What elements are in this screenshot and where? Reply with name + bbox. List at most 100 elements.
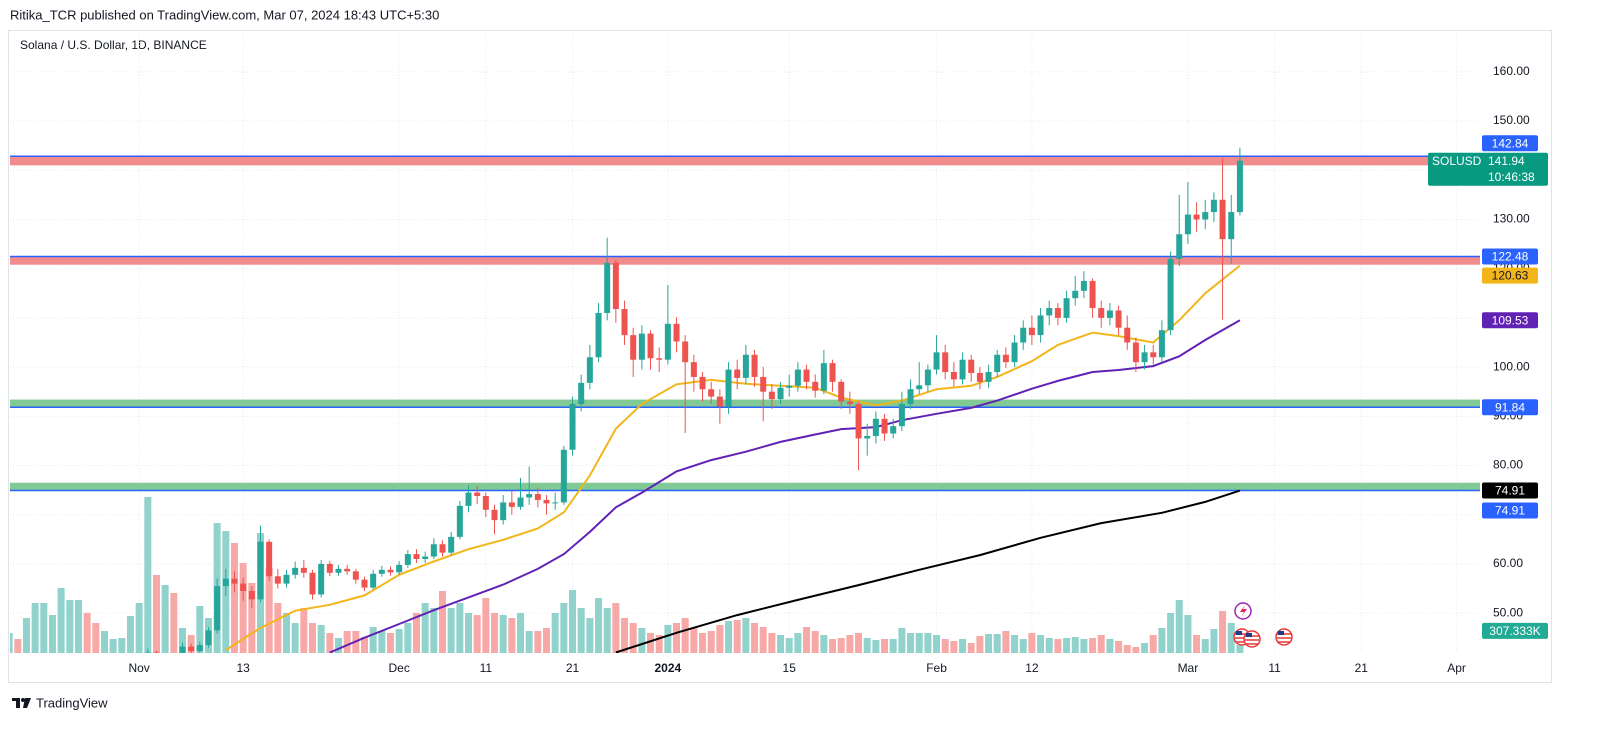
volume-bar: [1063, 638, 1071, 653]
volume-bar: [924, 633, 932, 653]
candle-body: [1002, 354, 1009, 363]
volume-bar: [811, 631, 819, 653]
candle-body: [768, 391, 775, 400]
x-tick-label: Feb: [926, 661, 947, 675]
volume-bar: [629, 623, 637, 653]
volume-bar: [1227, 623, 1235, 653]
volume-bar: [543, 628, 551, 653]
x-tick-label: 13: [236, 661, 250, 675]
volume-bar: [387, 633, 395, 653]
volume-bar: [551, 613, 559, 653]
candle-body: [266, 541, 273, 577]
volume-bar: [586, 618, 594, 653]
volume-bar: [612, 603, 620, 653]
volume-bar: [785, 638, 793, 653]
volume-bar: [291, 623, 299, 653]
candle-body: [794, 369, 801, 386]
volume-bar: [31, 603, 39, 653]
candle-body: [335, 568, 342, 573]
volume-bar: [1132, 647, 1140, 653]
volume-bar: [1201, 639, 1209, 653]
candle-body: [378, 569, 385, 574]
event-icons: [1233, 602, 1293, 648]
candle-body: [734, 369, 741, 378]
volume-bar: [933, 635, 941, 653]
candle-body: [690, 362, 697, 377]
volume-bar: [1106, 639, 1114, 653]
candle-body: [604, 262, 611, 313]
price-label-bg: [1482, 267, 1538, 284]
candle-body: [950, 372, 957, 380]
volume-bar: [664, 625, 672, 653]
candle-body: [812, 381, 819, 391]
candle-body: [1193, 214, 1200, 220]
volume-bar: [248, 583, 256, 653]
candle-body: [699, 376, 706, 390]
candle-body: [500, 502, 507, 521]
volume-bar: [1149, 635, 1157, 653]
candle-body: [1167, 258, 1174, 331]
volume-label: 307.333K: [1489, 624, 1540, 638]
volume-bar: [178, 628, 186, 653]
candle-body: [612, 262, 619, 310]
candle-body: [231, 578, 238, 584]
price-labels: 142.84 SOLUSD 141.94 10:46:38 122.48 120.63 10…: [1428, 135, 1548, 639]
volume-bar: [855, 633, 863, 653]
candle-body: [1046, 308, 1053, 316]
volume-bar: [1019, 639, 1027, 653]
candle-body: [647, 333, 654, 359]
volume-bar: [1071, 637, 1079, 653]
volume-bar: [829, 639, 837, 653]
volume-bar: [499, 615, 507, 653]
candle-body: [786, 385, 793, 388]
price-label-bg: [1482, 312, 1538, 329]
volume-bar: [846, 635, 854, 653]
candle-body: [318, 563, 325, 595]
volume-bar: [447, 608, 455, 653]
candle-body: [456, 505, 463, 537]
volume-bar: [343, 631, 351, 653]
volume-bar: [1002, 631, 1010, 653]
candle-body: [656, 358, 663, 360]
grid: [10, 30, 1480, 653]
candle-body: [1080, 280, 1087, 291]
volume-bar: [898, 628, 906, 653]
candle-body: [1236, 160, 1243, 213]
volume-bar: [941, 639, 949, 653]
volume-bar: [794, 633, 802, 653]
volume-bar: [1037, 635, 1045, 653]
volume-bar: [395, 629, 403, 653]
volume-bar: [733, 620, 741, 653]
volume-bar: [725, 621, 733, 653]
volume-bar: [326, 633, 334, 653]
volume-bar: [1158, 628, 1166, 653]
volume-bar: [1175, 600, 1183, 653]
candle-body: [959, 359, 966, 380]
candle-body: [1210, 199, 1217, 213]
candle-body: [916, 385, 923, 390]
candle-body: [552, 502, 559, 504]
candle-body: [526, 494, 533, 498]
candle-body: [543, 499, 550, 504]
volume-bar: [378, 631, 386, 653]
volume-bar: [1045, 638, 1053, 653]
candle-body: [569, 403, 576, 450]
price-label-bg: [1482, 502, 1538, 519]
candle-body: [742, 354, 749, 378]
volume-bar: [465, 613, 473, 653]
volume-bar: [22, 618, 30, 653]
volume-bar: [1184, 615, 1192, 653]
volume-bar: [10, 633, 13, 653]
volume-bar: [560, 603, 568, 653]
candle-body: [482, 496, 489, 510]
moving-average-line: [615, 489, 1241, 653]
price-label-bg: [1482, 399, 1538, 416]
price-label-bg: [1482, 248, 1538, 265]
x-tick-label: 12: [1025, 661, 1039, 675]
volume-bar: [577, 608, 585, 653]
volume-bar: [603, 608, 611, 653]
candle-body: [257, 541, 264, 600]
volume-bar: [742, 618, 750, 653]
volume-bar: [621, 618, 629, 653]
candle-body: [1202, 212, 1209, 220]
